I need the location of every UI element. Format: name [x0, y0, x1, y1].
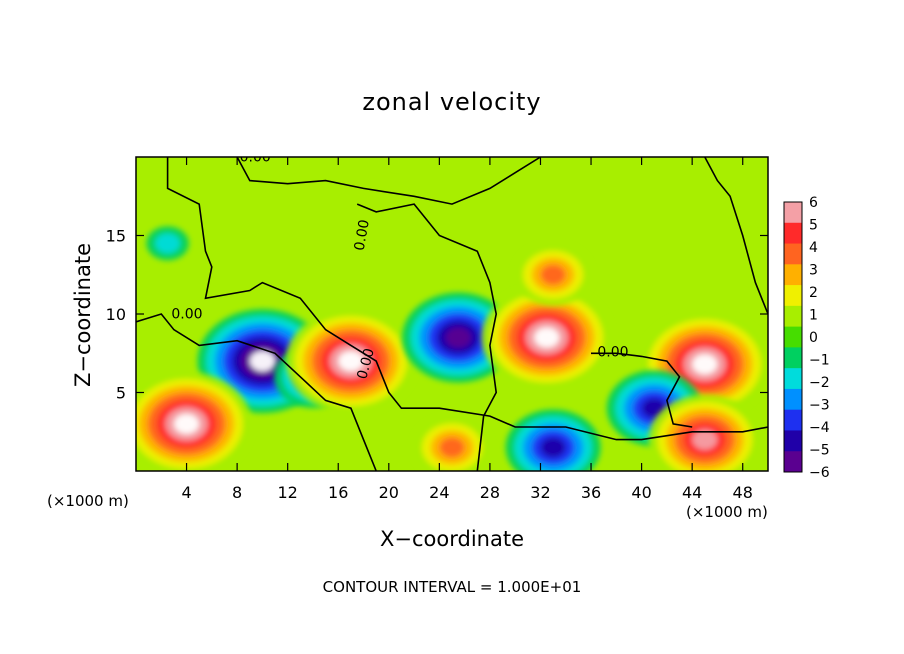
colorbar-tick-label: 2: [809, 285, 818, 301]
colorbar: 6 5 4 3 2 1 0 −1 −2 −3 −4 −5 −6: [783, 195, 830, 481]
colorbar-tick-label: 6: [809, 195, 818, 211]
colorbar-tick-label: 5: [809, 218, 818, 234]
colorbar-swatch: [784, 388, 802, 411]
colorbar-swatch: [784, 264, 802, 286]
chart-title: zonal velocity: [362, 88, 542, 116]
field-feature: [413, 416, 491, 471]
y-tick-label: 5: [116, 384, 126, 403]
colorbar-swatch: [784, 222, 802, 245]
field-feature: [402, 292, 515, 383]
zero-contour-line: [166, 157, 768, 441]
colorbar-swatch: [784, 430, 802, 452]
contour-label: 0.00: [240, 150, 271, 166]
y-tick-label: 15: [106, 227, 126, 246]
x-tick-label: 24: [429, 483, 449, 502]
colorbar-border: [783, 201, 803, 473]
zero-contour-line: [236, 157, 541, 205]
field-feature: [648, 394, 762, 471]
colorbar-swatch: [784, 305, 802, 328]
zero-contour-line: [356, 203, 498, 471]
x-tick-label: 32: [530, 483, 550, 502]
x-tick-label: 12: [278, 483, 298, 502]
x-tick-label: 48: [733, 483, 753, 502]
y-axis-label: Z−coordinate: [71, 243, 95, 387]
zero-contour-line: [591, 352, 693, 428]
field-feature: [505, 409, 601, 471]
y-tick-label: 10: [106, 305, 126, 324]
colorbar-tick-label: 3: [809, 263, 818, 279]
contour-label: 0.00: [352, 218, 373, 251]
x-tick-label: 16: [328, 483, 348, 502]
colorbar-swatch: [784, 451, 802, 473]
colorbar-swatch: [784, 347, 802, 369]
zero-contour-line: [136, 313, 377, 471]
field-feature: [136, 371, 252, 471]
colorbar-swatch: [784, 409, 802, 431]
field-feature: [514, 243, 592, 306]
field-feature: [285, 309, 416, 414]
colorbar-tick-label: −2: [809, 375, 830, 391]
contour-label: 0.00: [354, 347, 378, 381]
x-tick-label: 4: [181, 483, 191, 502]
colorbar-tick-label: 0: [809, 330, 818, 346]
zero-contour-lines: 0.00 0.00 0.00 0.00 0.00: [136, 150, 768, 471]
colorbar-tick-label: −4: [809, 420, 830, 436]
x-axis-label: X−coordinate: [0, 527, 904, 551]
x-axis-label-text: X−coordinate: [380, 527, 524, 551]
colorbar-tick-label: 1: [809, 308, 818, 324]
field-feature: [481, 285, 612, 390]
colorbar-tick-label: −5: [809, 443, 830, 459]
zero-contour-line: [704, 157, 768, 315]
x-tick-label: 44: [682, 483, 702, 502]
colorbar-tick-label: −3: [809, 398, 830, 414]
contour-label: 0.00: [597, 344, 628, 360]
colorbar-tick-label: −6: [809, 465, 830, 481]
x-tick-label: 40: [631, 483, 651, 502]
contour-label: 0.00: [171, 307, 202, 323]
colorbar-swatch: [784, 243, 802, 265]
y-axis-unit: (×1000 m): [47, 492, 129, 510]
colorbar-swatch: [784, 326, 802, 348]
x-tick-label: 36: [581, 483, 601, 502]
x-tick-label: 20: [379, 483, 399, 502]
colorbar-tick-label: 4: [809, 240, 818, 256]
field-feature: [146, 226, 189, 261]
x-axis-unit: (×1000 m): [686, 503, 768, 521]
colorbar-tick-label: −1: [809, 353, 830, 369]
heatmap-field: [136, 157, 768, 471]
colorbar-swatch: [784, 368, 802, 390]
x-tick-label: 28: [480, 483, 500, 502]
x-tick-label: 8: [232, 483, 242, 502]
contour-interval-note: CONTOUR INTERVAL = 1.000E+01: [322, 578, 582, 596]
colorbar-swatch: [784, 202, 802, 224]
colorbar-swatch: [784, 285, 802, 307]
